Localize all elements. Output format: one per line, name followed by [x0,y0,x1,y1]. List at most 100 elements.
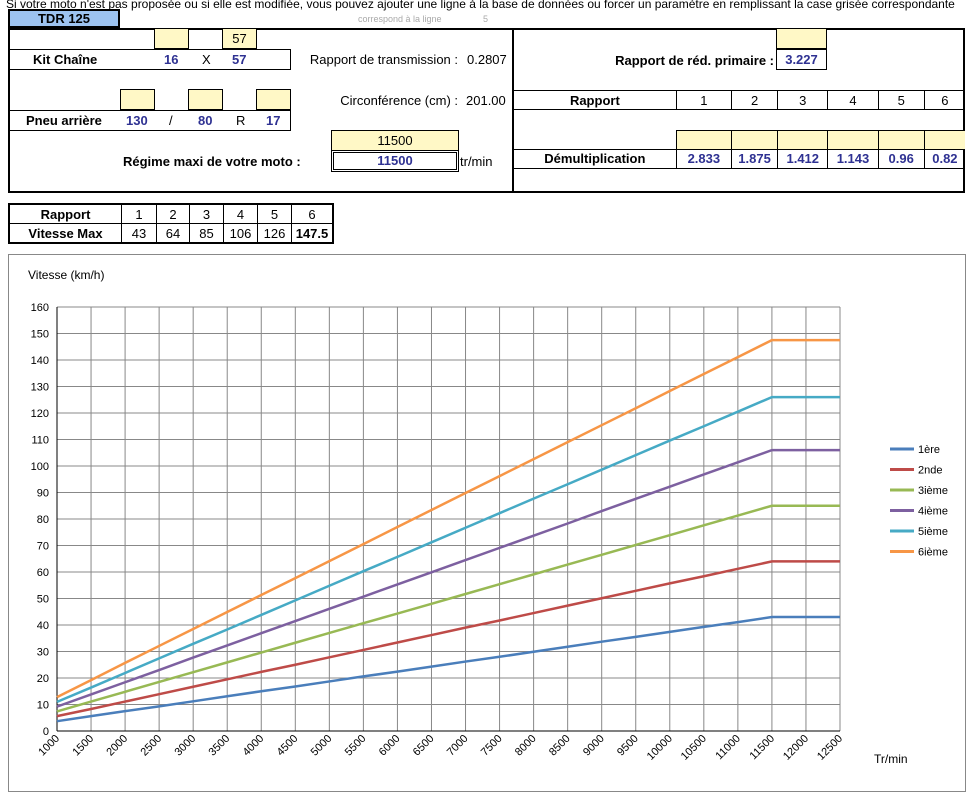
demul-value: 1.143 [827,148,879,169]
x-tick-label: 3000 [172,733,198,759]
tyre-width: 130 [126,113,148,128]
y-tick-label: 120 [31,408,49,420]
demul-override[interactable] [827,130,879,150]
y-tick-label: 20 [37,673,49,685]
series-line-1 [56,615,840,723]
kit-label: Kit Chaîne [33,52,98,67]
legend-label: 1ère [918,444,940,456]
y-tick-label: 140 [31,355,49,367]
kit-row [8,49,291,70]
y-tick-label: 30 [37,647,49,659]
speed-row: Vitesse Max 43 64 85 106 126 147.5 [8,223,334,244]
x-tick-label: 2500 [138,733,164,759]
x-tick-label: 12500 [815,733,845,763]
regime-value-cell[interactable]: 11500 [331,150,459,172]
y-tick-label: 40 [37,620,49,632]
x-tick-label: 10000 [645,733,675,763]
y-tick-label: 110 [31,435,49,447]
y-tick-label: 70 [37,541,49,553]
x-tick-label: 10500 [679,733,709,763]
model-select[interactable]: TDR 125 [8,9,120,28]
x-tick-label: 8000 [513,733,539,759]
y-tick-label: 100 [31,461,49,473]
x-tick-label: 5000 [309,733,335,759]
series-line-6 [56,338,840,699]
x-tick-label: 7500 [479,733,505,759]
x-tick-label: 12000 [781,733,811,763]
demul-override[interactable] [923,130,965,150]
demul-value: 0.96 [877,148,925,169]
x-tick-label: 5500 [343,733,369,759]
circ-value: 201.00 [466,93,506,108]
front-sprocket: 16 [164,52,179,67]
line-ref-value: 5 [483,14,489,24]
tyre-row [8,110,291,131]
speed-table: Rapport 1 2 3 4 5 6 Vitesse Max 43 64 85… [8,203,334,244]
tyre-sep: / [169,113,173,128]
x-tick-label: 9500 [615,733,641,759]
gear-number: 2 [730,90,779,110]
y-tick-label: 10 [37,700,49,712]
speed-chart [8,254,966,792]
x-tick-label: 6500 [411,733,437,759]
y-tick-label: 60 [37,567,49,579]
series-line-3 [56,504,840,713]
notice-text: Si votre moto n'est pas proposée ou si e… [6,0,955,11]
speed-value: 64 [156,223,190,244]
gears-label: Rapport [514,90,677,110]
line-ref-label: correspond à la ligne [358,14,442,24]
demul-value: 1.875 [730,148,779,169]
y-tick-label: 80 [37,514,49,526]
demul-row: Démultiplication 2.833 1.875 1.412 1.143… [514,148,965,169]
primary-value: 3.227 [776,49,827,70]
tyre-width-override[interactable] [120,89,155,110]
regime-label: Régime maxi de votre moto : [123,154,301,169]
x-tick-label: 11000 [713,733,743,763]
y-tick-label: 90 [37,488,49,500]
demul-override-row [514,130,965,150]
tyre-ratio-override[interactable] [188,89,223,110]
y-tick-label: 0 [43,726,49,738]
x-tick-label: 4000 [241,733,267,759]
x-tick-label: 9000 [581,733,607,759]
legend-label: 4ième [918,506,948,518]
legend-label: 5ième [918,526,948,538]
primary-override[interactable] [776,28,827,49]
legend-label: 3ième [918,485,948,497]
speed-value: 147.5 [291,223,334,244]
demul-value: 0.82 [923,148,965,169]
gear-number: 6 [923,90,965,110]
tyre-label: Pneu arrière [26,113,102,128]
tyre-rim-override[interactable] [256,89,291,110]
demul-override[interactable] [777,130,829,150]
x-tick-label: 1500 [70,733,96,759]
demul-value: 2.833 [675,148,732,169]
tyre-ratio: 80 [198,113,213,128]
front-sprocket-override[interactable] [154,28,189,49]
x-tick-label: 7000 [445,733,471,759]
regime-unit: tr/min [460,154,493,169]
gear-number: 5 [877,90,925,110]
y-tick-label: 150 [31,329,49,341]
rear-sprocket-override[interactable]: 57 [222,28,257,49]
series-line-4 [56,448,840,708]
x-tick-label: 6000 [377,733,403,759]
x-axis-title: Tr/min [874,752,908,766]
series-line-2 [56,560,840,718]
demul-label: Démultiplication [514,148,677,169]
speed-head-label: Rapport [8,203,122,224]
y-tick-label: 50 [37,594,49,606]
transmission-label: Rapport de transmission : [309,52,458,67]
panel-divider [512,28,514,193]
speed-value: 106 [223,223,258,244]
speed-value: 43 [121,223,157,244]
y-tick-label: 160 [31,302,49,314]
speed-value: 126 [257,223,292,244]
x-tick-label: 8500 [547,733,573,759]
x-tick-label: 1000 [36,733,62,759]
gears-table: Rapport 1 2 3 4 5 6 Démultiplication 2.8… [514,90,965,169]
speed-row-label: Vitesse Max [8,223,122,244]
legend-label: 6ième [918,547,948,559]
x-tick-label: 2000 [104,733,130,759]
